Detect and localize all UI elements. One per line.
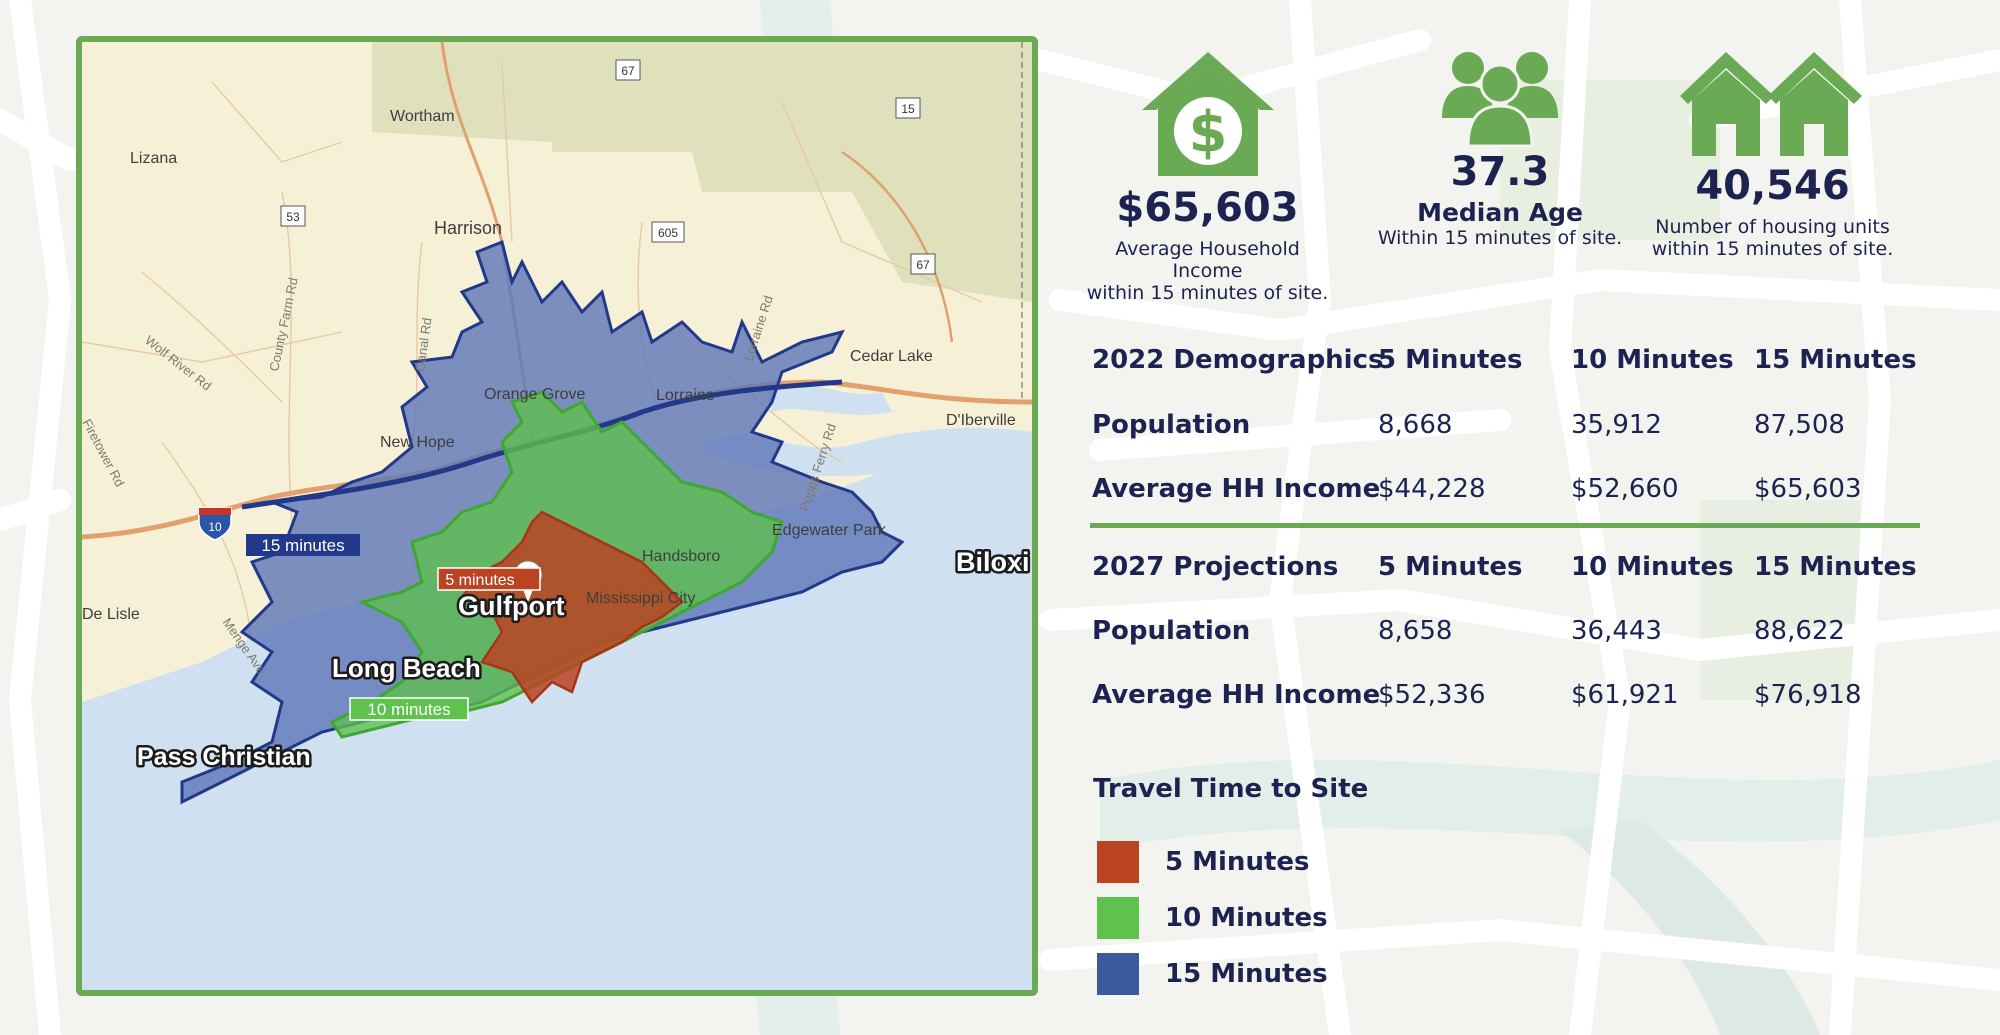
road-canal: Canal Rd (412, 317, 434, 373)
svg-text:67: 67 (916, 258, 930, 272)
cell-5-min: $44,228 (1378, 474, 1486, 504)
cell-15-min: 88,622 (1754, 616, 1845, 646)
cell-10-min: $52,660 (1571, 474, 1679, 504)
badge-15-minutes: 15 minutes (246, 534, 360, 556)
stat-income-desc-line2: within 15 minutes of site. (1086, 282, 1329, 304)
city-biloxi: Biloxi (956, 547, 1030, 577)
shield-15: 15 (895, 97, 921, 119)
legend-swatch (1097, 953, 1139, 995)
place-de-lisle: De Lisle (82, 606, 140, 623)
header-10-min: 10 Minutes (1571, 345, 1734, 375)
header-15-min: 15 Minutes (1754, 345, 1917, 375)
place-edgewater-park: Edgewater Park (772, 522, 887, 539)
cell-5-min: 8,658 (1378, 616, 1453, 646)
stat-age-label: Median Age (1417, 198, 1583, 227)
legend-swatch (1097, 897, 1139, 939)
legend-swatch (1097, 841, 1139, 883)
header-5-min: 5 Minutes (1378, 552, 1523, 582)
travel-time-map[interactable]: 67 15 53 605 67 10 Wortham Lizana Harris… (76, 36, 1038, 996)
table-row: Average HH Income $52,336 $61,921 $76,91… (1092, 680, 1932, 720)
stat-housing-desc-line1: Number of housing units (1655, 216, 1890, 238)
two-houses-icon (1679, 52, 1862, 156)
cell-10-min: $61,921 (1571, 680, 1679, 710)
svg-text:5 minutes: 5 minutes (445, 572, 514, 589)
svg-text:605: 605 (658, 226, 678, 240)
header-5-min: 5 Minutes (1378, 345, 1523, 375)
shield-67-right: 67 (910, 253, 936, 275)
stat-income-value: $65,603 (1116, 185, 1299, 231)
place-harrison: Harrison (434, 218, 502, 238)
svg-text:15 minutes: 15 minutes (261, 536, 344, 555)
place-new-hope: New Hope (380, 434, 455, 451)
city-long-beach: Long Beach (332, 653, 481, 683)
header-title: 2027 Projections (1092, 552, 1339, 582)
header-10-min: 10 Minutes (1571, 552, 1734, 582)
shield-67-top: 67 (615, 59, 641, 81)
demographics-2022-header: 2022 Demographics 5 Minutes 10 Minutes 1… (1092, 345, 1932, 385)
table-row: Population 8,668 35,912 87,508 (1092, 410, 1932, 450)
stat-housing-value: 40,546 (1695, 163, 1850, 209)
people-group-icon (1442, 52, 1558, 148)
stat-age-value: 37.3 (1450, 149, 1550, 195)
legend-label: 10 Minutes (1165, 903, 1328, 933)
city-gulfport: Gulfport (458, 591, 564, 621)
badge-10-minutes: 10 minutes (349, 697, 469, 721)
place-diberville: D'Iberville (946, 412, 1016, 429)
stat-housing-units: 40,546 Number of housing units within 15… (1650, 48, 1895, 260)
svg-text:$: $ (1188, 100, 1227, 165)
row-label: Average HH Income (1092, 474, 1381, 504)
place-handsboro: Handsboro (642, 548, 720, 565)
interstate-10-shield: 10 (198, 507, 232, 541)
row-label: Population (1092, 410, 1251, 440)
stat-housing-desc-line2: within 15 minutes of site. (1651, 238, 1894, 260)
cell-10-min: 36,443 (1571, 616, 1662, 646)
legend-title: Travel Time to Site (1093, 774, 1369, 804)
table-row: Average HH Income $44,228 $52,660 $65,60… (1092, 474, 1932, 514)
cell-5-min: $52,336 (1378, 680, 1486, 710)
row-label: Average HH Income (1092, 680, 1381, 710)
place-mississippi-city: Mississippi City (586, 590, 695, 607)
stat-income-desc-line1: Average Household Income (1115, 238, 1300, 282)
table-row: Population 8,658 36,443 88,622 (1092, 616, 1932, 656)
stat-age-desc: Within 15 minutes of site. (1377, 227, 1623, 249)
cell-15-min: $76,918 (1754, 680, 1862, 710)
bay-water (702, 427, 1032, 477)
place-wortham: Wortham (390, 108, 455, 125)
svg-text:10: 10 (208, 520, 222, 534)
projections-2027-header: 2027 Projections 5 Minutes 10 Minutes 15… (1092, 552, 1932, 592)
house-dollar-icon: $ (1141, 52, 1274, 176)
cell-15-min: 87,508 (1754, 410, 1845, 440)
header-title: 2022 Demographics (1092, 345, 1384, 375)
cell-10-min: 35,912 (1571, 410, 1662, 440)
header-15-min: 15 Minutes (1754, 552, 1917, 582)
shield-53: 53 (280, 205, 306, 227)
stat-average-income: $ $65,603 Average Household Income withi… (1080, 48, 1335, 304)
cell-5-min: 8,668 (1378, 410, 1453, 440)
shield-605: 605 (651, 221, 685, 243)
place-orange-grove: Orange Grove (484, 386, 585, 403)
svg-text:10 minutes: 10 minutes (367, 700, 450, 719)
place-cedar-lake: Cedar Lake (850, 348, 933, 365)
svg-text:15: 15 (901, 102, 915, 116)
badge-5-minutes: 5 minutes (437, 567, 541, 591)
city-pass-christian: Pass Christian (137, 743, 311, 771)
map-canvas[interactable]: 67 15 53 605 67 10 Wortham Lizana Harris… (82, 42, 1032, 990)
legend-label: 15 Minutes (1165, 959, 1328, 989)
place-lizana: Lizana (130, 150, 177, 167)
svg-text:67: 67 (621, 64, 635, 78)
row-label: Population (1092, 616, 1251, 646)
svg-text:53: 53 (286, 210, 300, 224)
forest-area (372, 42, 1032, 302)
cell-15-min: $65,603 (1754, 474, 1862, 504)
legend-label: 5 Minutes (1165, 847, 1310, 877)
place-lorraine: Lorraine (656, 387, 715, 404)
table-divider (1090, 523, 1920, 528)
stat-median-age: 37.3 Median Age Within 15 minutes of sit… (1370, 48, 1630, 249)
